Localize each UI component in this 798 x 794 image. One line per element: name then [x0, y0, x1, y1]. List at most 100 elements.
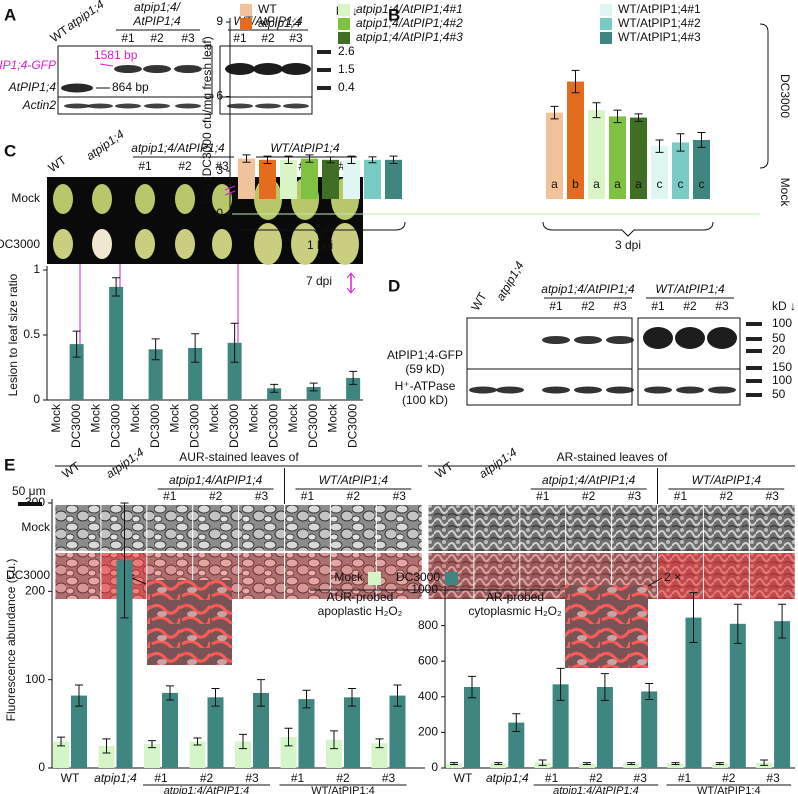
error-bar — [257, 679, 265, 707]
gel-band — [675, 327, 705, 349]
bar — [729, 623, 746, 768]
lane-label: WT — [432, 459, 456, 482]
gel-band — [174, 65, 202, 73]
error-bar — [72, 330, 81, 358]
leaf — [331, 223, 359, 265]
group-label: atpip1;4/AtPIP1;4 — [164, 785, 250, 794]
bar — [227, 342, 242, 400]
x-tick-label: #1 — [545, 771, 559, 785]
leaf — [212, 229, 232, 259]
inset — [147, 580, 232, 665]
x-tick-label: #3 — [382, 771, 396, 785]
error-bar — [760, 759, 769, 766]
lane-label: #1 — [536, 489, 550, 503]
lane-label: #2 — [178, 159, 192, 173]
row-label: H⁺-ATPase — [395, 379, 456, 393]
legend-swatch — [368, 572, 381, 585]
ladder-band — [746, 322, 762, 326]
x-tick-label: #3 — [766, 771, 780, 785]
leaf — [135, 184, 155, 214]
bar — [672, 142, 689, 199]
bar — [685, 617, 702, 768]
group-label: AtPIP1;4 — [132, 14, 181, 28]
y-tick-label: 0.5 — [23, 327, 40, 341]
bar-label: a — [551, 177, 558, 191]
y-axis-label: Fluorescence abundance (r.u.) — [4, 559, 18, 722]
inset — [565, 585, 648, 668]
lane-label: #3 — [255, 489, 269, 503]
bar — [259, 159, 276, 199]
ladder-label: 0.4 — [338, 80, 355, 94]
bar — [446, 763, 462, 768]
bar — [641, 691, 658, 768]
row-label: DC3000 — [0, 237, 40, 251]
lane-label: WT — [59, 459, 83, 482]
error-bar — [592, 102, 601, 119]
legend-swatch — [445, 572, 458, 585]
bar — [109, 286, 124, 400]
zoom-label: 2 × — [664, 570, 681, 584]
ladder-band — [746, 349, 762, 353]
y-tick-label: 800 — [418, 618, 438, 632]
row-label: DC3000 — [6, 568, 50, 582]
leaf — [212, 184, 232, 214]
error-bar — [330, 730, 338, 750]
micrograph — [239, 505, 284, 551]
lane-label: #1 — [674, 489, 688, 503]
gel-band — [606, 386, 634, 394]
bar-label: b — [572, 177, 579, 191]
group-label: atpip1;4/AtPIP1;4 — [542, 473, 636, 487]
lane-label: #1 — [163, 489, 177, 503]
error-bar — [326, 156, 335, 164]
bar — [207, 697, 224, 768]
ladder-label: 2.6 — [338, 44, 355, 58]
x-tick-label: atpip1;4 — [486, 771, 529, 785]
error-bar — [112, 277, 121, 297]
lane-label: atpip1;4 — [84, 127, 127, 163]
x-tick-label: #1 — [291, 771, 305, 785]
bar — [267, 388, 282, 400]
legend-label: WT/AtPIP1;4#3 — [618, 30, 701, 44]
ladder-label: 50 — [772, 331, 786, 345]
bar — [306, 387, 321, 400]
annotation: apoplastic H₂O₂ — [318, 604, 403, 618]
gel-band — [574, 336, 602, 344]
fluorescence — [749, 553, 795, 599]
error-bar — [600, 673, 609, 701]
y-tick-label: 600 — [418, 653, 438, 667]
panel-label: D — [388, 276, 400, 295]
bar — [346, 377, 361, 400]
error-bar — [671, 762, 680, 765]
lane-label: #3 — [393, 489, 407, 503]
ladder-label: 100 — [772, 373, 792, 387]
bar — [364, 159, 381, 199]
bar — [578, 763, 595, 768]
error-bar — [75, 684, 83, 707]
lane-label: #2 — [720, 489, 734, 503]
bar — [588, 110, 605, 199]
x-tick-label: Mock — [326, 403, 340, 433]
y-tick-label: 300 — [25, 495, 45, 509]
fluorescence — [520, 553, 566, 599]
micrograph — [101, 505, 147, 551]
rule — [99, 63, 114, 67]
bar — [508, 722, 525, 768]
y-tick-label: 0 — [431, 760, 438, 774]
ladder-band — [746, 337, 762, 341]
bar — [552, 684, 569, 768]
x-tick-label: #3 — [245, 771, 259, 785]
legend-swatch — [600, 18, 612, 30]
gel-band — [64, 103, 90, 109]
bracket-label: Mock — [778, 178, 792, 208]
error-bar — [348, 688, 356, 707]
gel-band — [469, 386, 497, 394]
rule — [647, 577, 663, 587]
gel-band — [281, 63, 311, 75]
x-tick-label: DC3000 — [108, 404, 122, 448]
y-tick-label: 1000 — [411, 582, 438, 596]
bracket — [759, 23, 769, 169]
x-tick-label: #3 — [634, 771, 648, 785]
x-tick-label: WT — [454, 771, 473, 785]
bar — [385, 159, 402, 199]
